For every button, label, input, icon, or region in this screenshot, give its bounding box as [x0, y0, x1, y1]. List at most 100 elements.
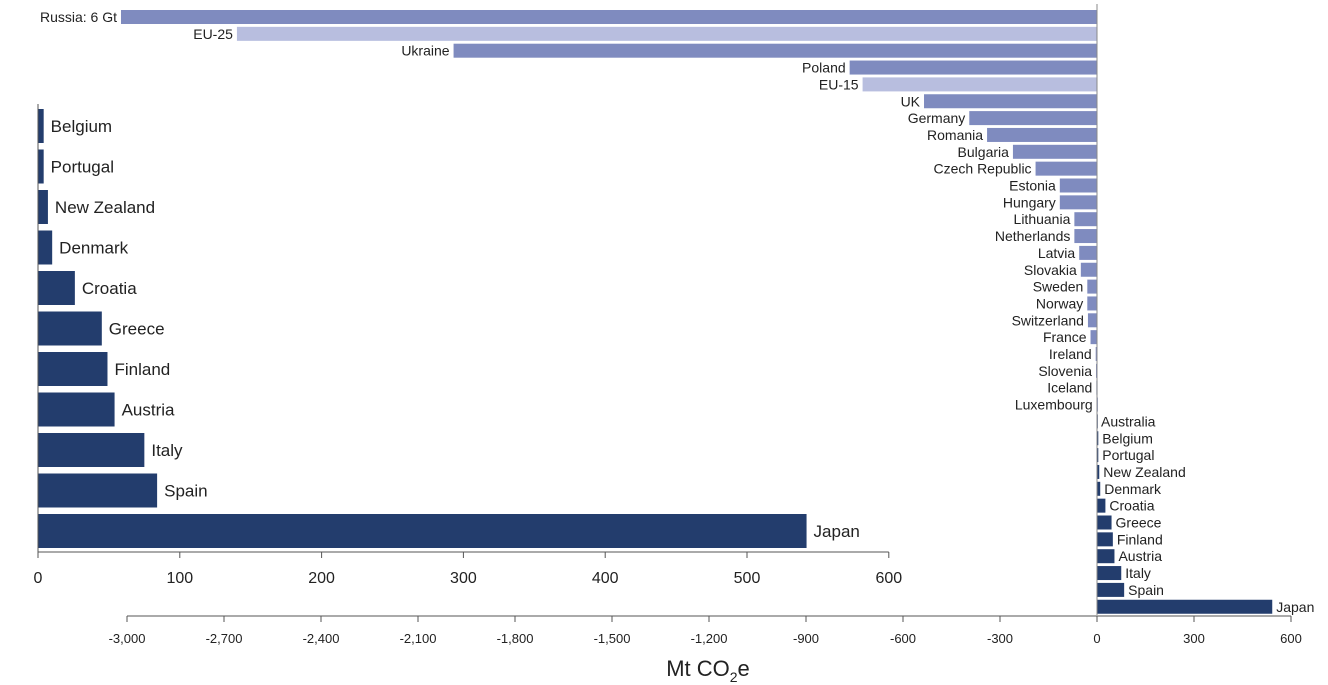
- inset-bar-belgium: [38, 109, 44, 143]
- main-tick-label: -1,800: [497, 631, 534, 646]
- bar-croatia: [1097, 498, 1106, 513]
- bar-label-slovakia: Slovakia: [1024, 262, 1077, 278]
- bar-label-luxembourg: Luxembourg: [1015, 397, 1093, 413]
- bar-hungary: [1059, 195, 1097, 210]
- main-tick-label: 300: [1183, 631, 1205, 646]
- bar-label-romania: Romania: [927, 127, 983, 143]
- inset-bar-group: Belgium Portugal New Zealand Denmark Croatia…: [38, 109, 860, 548]
- bar-estonia: [1059, 178, 1097, 193]
- bar-label-norway: Norway: [1036, 295, 1083, 311]
- bar-label-denmark: Denmark: [1104, 481, 1162, 497]
- main-tick-label: 0: [1093, 631, 1100, 646]
- bar-latvia: [1079, 245, 1097, 260]
- inset-tick-label: 300: [450, 570, 477, 587]
- bar-czech-republic: [1035, 161, 1097, 176]
- inset-bar-label-new-zealand: New Zealand: [55, 198, 155, 217]
- x-axis-title: Mt CO2e: [666, 656, 750, 685]
- bar-france: [1090, 330, 1097, 345]
- bar-label-ukraine: Ukraine: [401, 43, 449, 59]
- inset-bar-austria: [38, 392, 115, 427]
- bar-label-belgium: Belgium: [1102, 430, 1153, 446]
- bar-japan: [1097, 599, 1273, 614]
- bar-belgium: [1097, 431, 1099, 446]
- bar-label-spain: Spain: [1128, 582, 1164, 598]
- inset-tick-label: 400: [592, 570, 619, 587]
- main-tick-label: -600: [890, 631, 916, 646]
- inset-bar-italy: [38, 433, 145, 467]
- inset-bar-croatia: [38, 271, 75, 305]
- inset-bar-label-spain: Spain: [164, 482, 207, 501]
- bar-greece: [1097, 515, 1112, 530]
- bar-label-greece: Greece: [1116, 515, 1162, 531]
- inset-tick-label: 200: [308, 570, 335, 587]
- bar-netherlands: [1074, 229, 1097, 244]
- bar-label-eu-15: EU-15: [819, 76, 859, 92]
- bar-label-portugal: Portugal: [1102, 447, 1154, 463]
- inset-bar-label-austria: Austria: [122, 401, 175, 420]
- bar-new-zealand: [1097, 464, 1100, 479]
- bar-label-hungary: Hungary: [1003, 194, 1056, 210]
- bar-label-switzerland: Switzerland: [1012, 312, 1084, 328]
- inset-bar-label-greece: Greece: [109, 320, 165, 339]
- inset-tick-label: 600: [875, 570, 902, 587]
- inset-tick-label: 0: [34, 570, 43, 587]
- main-tick-label: -3,000: [109, 631, 146, 646]
- bar-russia-6-gt: [121, 10, 1097, 24]
- main-tick-label: -2,100: [400, 631, 437, 646]
- bar-label-netherlands: Netherlands: [995, 228, 1071, 244]
- bar-denmark: [1097, 481, 1101, 496]
- bar-finland: [1097, 532, 1113, 547]
- inset-bar-label-belgium: Belgium: [51, 117, 112, 136]
- main-tick-label: 600: [1280, 631, 1302, 646]
- main-tick-label: -1,500: [594, 631, 631, 646]
- inset-bar-label-japan: Japan: [814, 522, 860, 541]
- bar-portugal: [1097, 448, 1099, 463]
- bar-eu-15: [862, 77, 1097, 92]
- main-tick-label: -2,400: [303, 631, 340, 646]
- bar-ukraine: [453, 43, 1098, 58]
- bar-label-eu-25: EU-25: [193, 26, 233, 42]
- bar-switzerland: [1087, 313, 1097, 328]
- bar-austria: [1097, 549, 1115, 564]
- inset-bar-label-portugal: Portugal: [51, 158, 114, 177]
- bar-label-ireland: Ireland: [1049, 346, 1092, 362]
- bar-ireland: [1095, 347, 1097, 361]
- bar-italy: [1097, 566, 1122, 581]
- inset-tick-label: 100: [166, 570, 193, 587]
- bar-eu-25: [236, 26, 1097, 41]
- bar-label-bulgaria: Bulgaria: [958, 144, 1010, 160]
- main-tick-label: -300: [987, 631, 1013, 646]
- bar-label-poland: Poland: [802, 60, 846, 76]
- bar-label-latvia: Latvia: [1038, 245, 1076, 261]
- bar-label-croatia: Croatia: [1109, 498, 1154, 514]
- inset-bar-label-denmark: Denmark: [59, 239, 128, 258]
- bar-label-uk: UK: [901, 93, 921, 109]
- bar-label-italy: Italy: [1125, 565, 1151, 581]
- inset-bar-new-zealand: [38, 190, 48, 224]
- bar-label-france: France: [1043, 329, 1087, 345]
- bar-label-sweden: Sweden: [1033, 279, 1084, 295]
- bar-sweden: [1087, 279, 1097, 294]
- bar-label-japan: Japan: [1276, 599, 1314, 615]
- main-tick-label: -2,700: [206, 631, 243, 646]
- bar-label-slovenia: Slovenia: [1038, 363, 1092, 379]
- bar-label-finland: Finland: [1117, 531, 1163, 547]
- main-tick-label: -900: [793, 631, 819, 646]
- main-tick-label: -1,200: [691, 631, 728, 646]
- bar-lithuania: [1074, 212, 1097, 227]
- bar-label-austria: Austria: [1118, 548, 1162, 564]
- bar-label-new-zealand: New Zealand: [1103, 464, 1186, 480]
- inset-bar-label-finland: Finland: [114, 360, 170, 379]
- bar-label-iceland: Iceland: [1047, 380, 1092, 396]
- bar-slovakia: [1080, 262, 1097, 277]
- inset-bar-japan: [38, 514, 807, 548]
- bar-label-estonia: Estonia: [1009, 178, 1056, 194]
- inset-tick-label: 500: [734, 570, 761, 587]
- bar-label-lithuania: Lithuania: [1014, 211, 1071, 227]
- inset-bar-denmark: [38, 230, 53, 265]
- inset-x-axis: 0 100 200 300 400 500 600: [34, 104, 902, 587]
- bar-label-russia-6-gt: Russia: 6 Gt: [40, 9, 117, 25]
- bar-uk: [924, 94, 1097, 109]
